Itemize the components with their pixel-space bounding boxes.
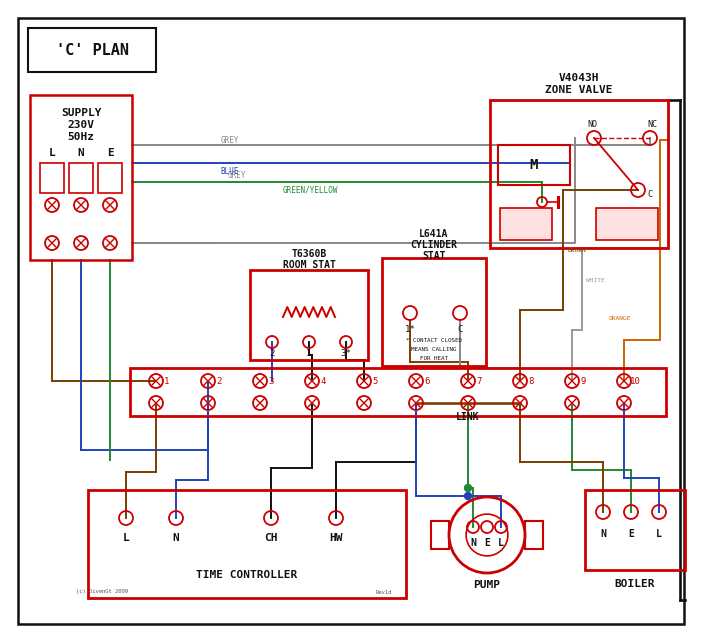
Text: 3*: 3* [340, 349, 352, 358]
Text: E: E [628, 529, 634, 539]
Text: E: E [107, 148, 114, 158]
Circle shape [465, 485, 472, 492]
Text: 6: 6 [424, 376, 430, 385]
Text: ZONE VALVE: ZONE VALVE [545, 85, 613, 95]
Text: L: L [48, 148, 55, 158]
Text: 7: 7 [477, 376, 482, 385]
Text: BROWN: BROWN [567, 247, 585, 253]
Text: LINK: LINK [456, 412, 479, 422]
Text: L: L [656, 529, 662, 539]
Text: NO: NO [587, 119, 597, 128]
Text: 9: 9 [581, 376, 585, 385]
Text: GREEN/YELLOW: GREEN/YELLOW [282, 185, 338, 194]
Text: HW: HW [329, 533, 343, 543]
Text: 'C' PLAN: 'C' PLAN [55, 42, 128, 58]
Text: N: N [78, 148, 84, 158]
Text: CYLINDER: CYLINDER [411, 240, 458, 250]
Text: (c) DivenGt 2009: (c) DivenGt 2009 [76, 590, 128, 594]
Text: 8: 8 [529, 376, 534, 385]
Text: 3: 3 [268, 376, 274, 385]
Text: * CONTACT CLOSED: * CONTACT CLOSED [406, 338, 462, 342]
Text: N: N [173, 533, 180, 543]
Text: C: C [457, 324, 463, 333]
Text: BLUE: BLUE [220, 167, 239, 176]
Text: ORANGE: ORANGE [609, 315, 631, 320]
Text: C: C [647, 190, 652, 199]
Text: GREY: GREY [228, 171, 246, 179]
Text: TIME CONTROLLER: TIME CONTROLLER [197, 570, 298, 580]
Text: M: M [530, 158, 538, 172]
Text: 1: 1 [164, 376, 170, 385]
Text: FOR HEAT: FOR HEAT [420, 356, 448, 360]
FancyBboxPatch shape [596, 208, 658, 240]
Text: 5: 5 [372, 376, 378, 385]
Text: L: L [498, 538, 504, 548]
Text: WHITE: WHITE [586, 278, 604, 283]
Circle shape [465, 492, 472, 499]
Text: E: E [484, 538, 490, 548]
Text: V4043H: V4043H [559, 73, 600, 83]
Text: N: N [600, 529, 606, 539]
Text: MEANS CALLING: MEANS CALLING [411, 347, 457, 351]
Text: L641A: L641A [419, 229, 449, 239]
Text: T6360B: T6360B [291, 249, 326, 259]
Text: PUMP: PUMP [474, 580, 501, 590]
FancyBboxPatch shape [500, 208, 552, 240]
Text: 2: 2 [270, 349, 274, 358]
Text: L: L [123, 533, 129, 543]
Text: 10: 10 [630, 376, 640, 385]
Text: ROOM STAT: ROOM STAT [283, 260, 336, 270]
Text: Rev1d: Rev1d [376, 590, 392, 594]
Text: 230V: 230V [67, 120, 95, 130]
Text: 1*: 1* [404, 324, 416, 333]
Text: BOILER: BOILER [615, 579, 655, 589]
Text: GREY: GREY [220, 135, 239, 144]
Text: 1: 1 [306, 349, 312, 358]
Text: STAT: STAT [422, 251, 446, 261]
Text: 4: 4 [320, 376, 326, 385]
Text: 50Hz: 50Hz [67, 132, 95, 142]
Text: NC: NC [647, 119, 657, 128]
Text: N: N [470, 538, 476, 548]
Text: CH: CH [264, 533, 278, 543]
Text: 2: 2 [216, 376, 222, 385]
Text: SUPPLY: SUPPLY [61, 108, 101, 118]
